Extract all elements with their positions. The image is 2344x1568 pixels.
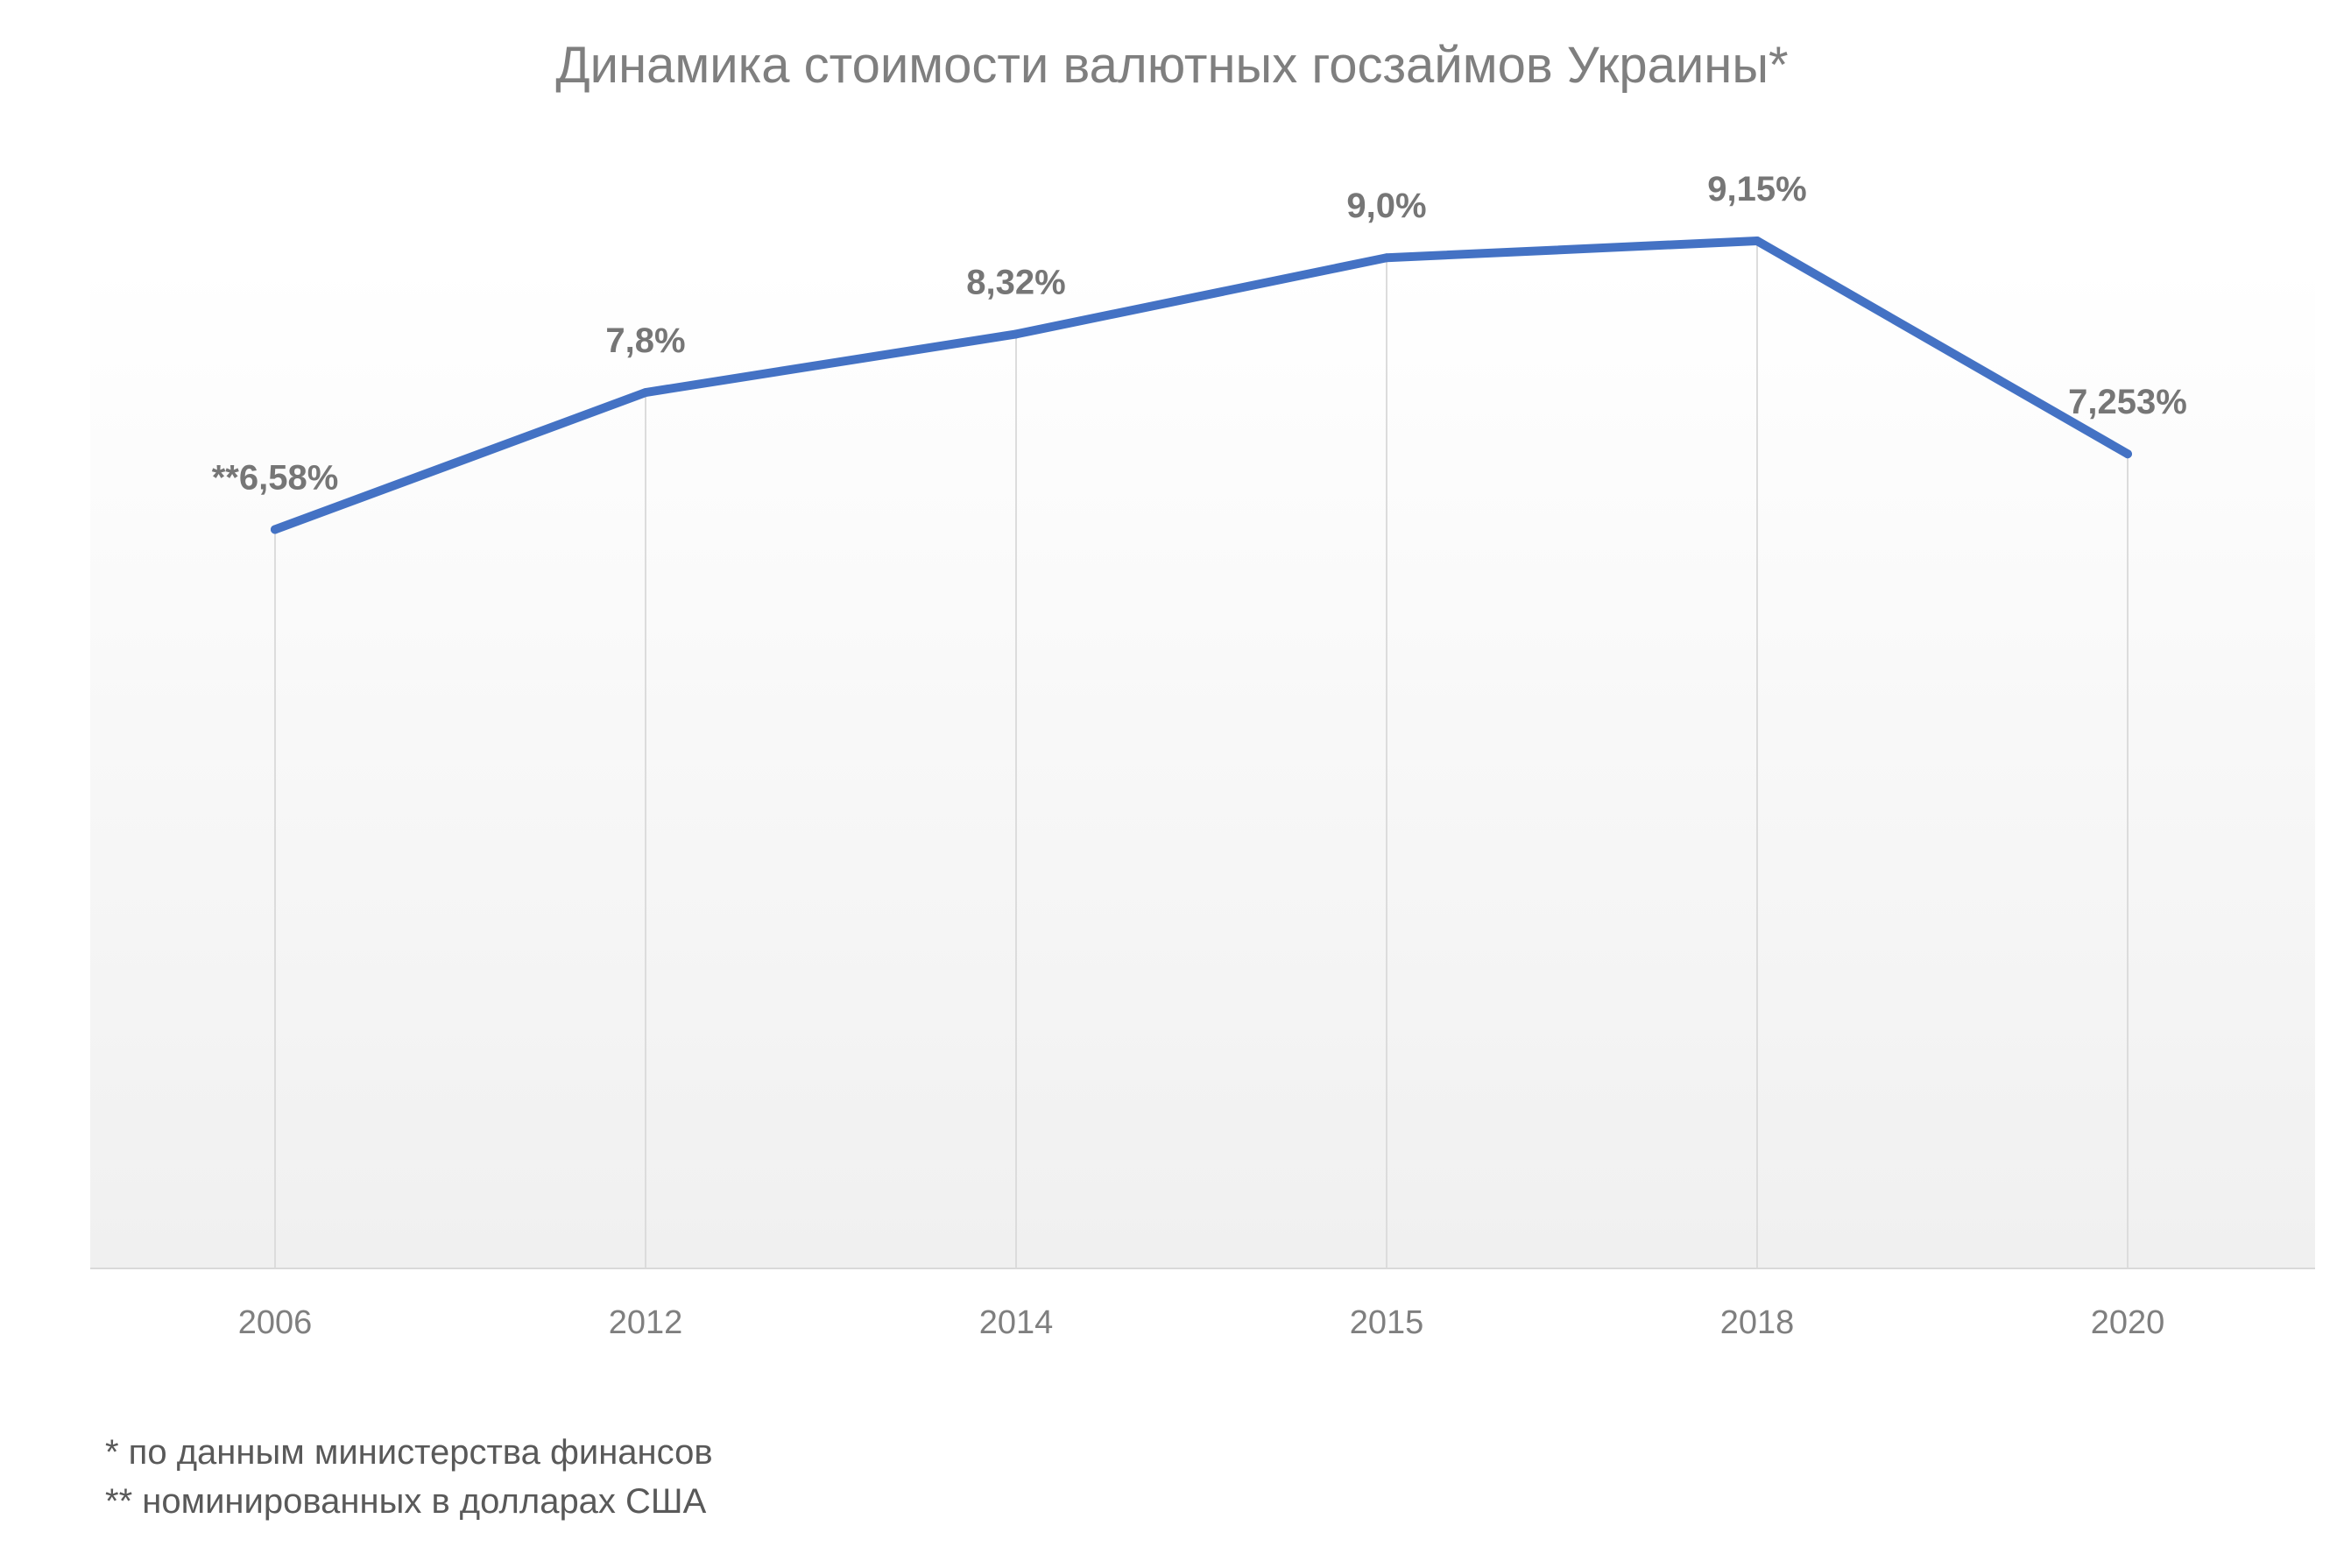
x-tick-label: 2006	[238, 1304, 313, 1341]
plot-area	[90, 263, 2315, 1268]
x-tick-label: 2014	[979, 1304, 1054, 1341]
data-label-2020: 7,253%	[2068, 383, 2187, 421]
series-line	[271, 237, 2132, 534]
footnote-2: ** номинированных в долларах США	[105, 1482, 707, 1521]
data-point-2014	[1012, 329, 1020, 339]
data-label-2006: **6,58%	[212, 458, 339, 497]
data-point-2020	[2123, 449, 2132, 459]
data-label-2018: 9,15%	[1707, 170, 1806, 208]
data-point-2018	[1753, 237, 1762, 245]
data-point-2012	[641, 388, 650, 398]
data-label-2015: 9,0%	[1346, 187, 1426, 225]
data-label-2012: 7,8%	[605, 321, 685, 360]
x-tick-label: 2012	[609, 1304, 683, 1341]
x-tick-label: 2018	[1720, 1304, 1795, 1341]
footnotes: * по данным министерства финансов ** ном…	[105, 1428, 713, 1526]
data-label-2014: 8,32%	[966, 263, 1065, 301]
chart-title: Динамика стоимости валютных госзаймов Ук…	[555, 37, 1788, 94]
data-point-2006	[271, 525, 279, 534]
x-tick-label: 2015	[1350, 1304, 1424, 1341]
data-point-2015	[1382, 253, 1391, 263]
x-tick-label: 2020	[2091, 1304, 2165, 1341]
footnote-1: * по данным министерства финансов	[105, 1433, 713, 1472]
